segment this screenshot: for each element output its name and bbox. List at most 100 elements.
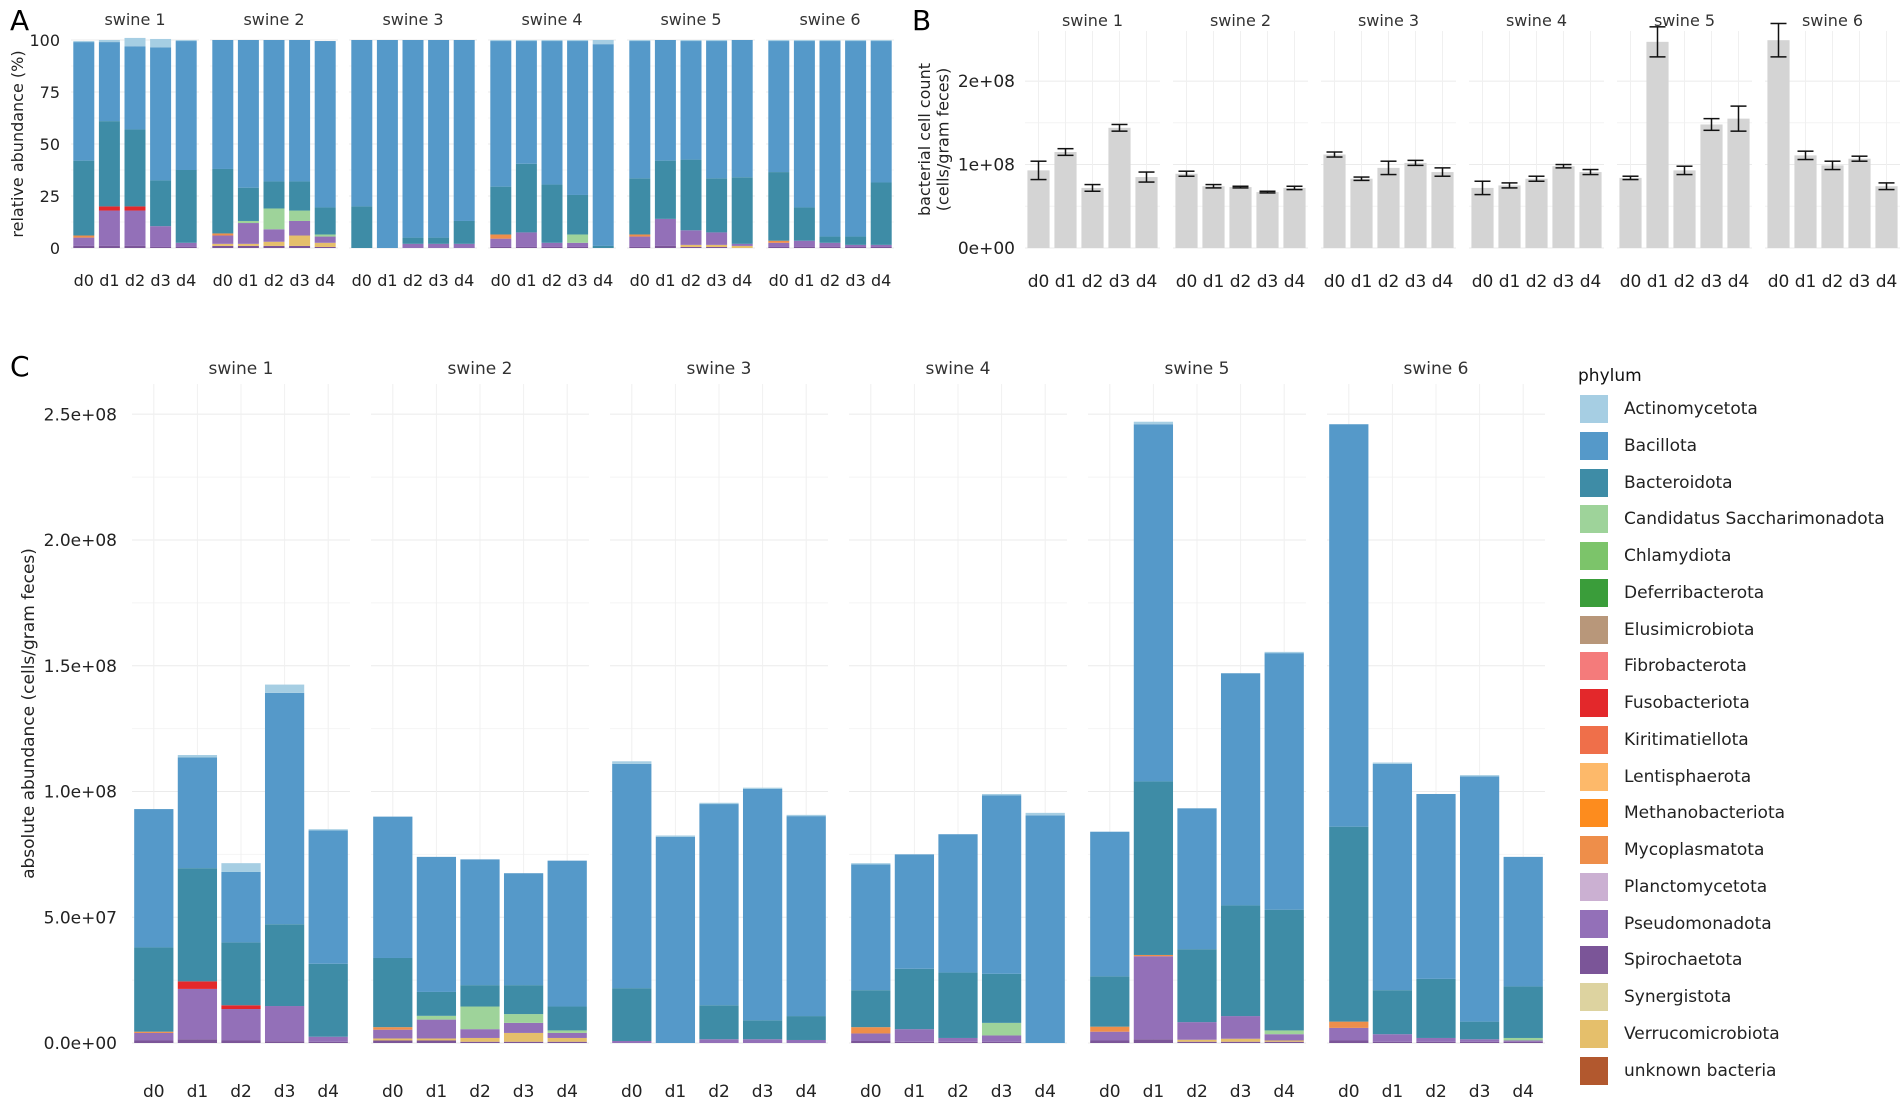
bar-segment — [541, 41, 563, 185]
facet-label: swine 6 — [1802, 11, 1863, 30]
facet-label: swine 4 — [1506, 11, 1567, 30]
x-tick-label: d1 — [1055, 272, 1077, 292]
bar-segment — [1025, 812, 1065, 816]
bar-segment — [894, 1041, 935, 1043]
bar-segment — [845, 40, 867, 42]
bar-segment — [1329, 1040, 1369, 1043]
x-tick-label: d0 — [1176, 272, 1198, 292]
bar — [1108, 127, 1131, 248]
bar-segment — [706, 40, 728, 42]
x-tick-label: d4 — [556, 1082, 578, 1102]
bar-segment — [629, 178, 651, 235]
bar-segment — [373, 1040, 413, 1043]
x-tick-label: d1 — [377, 271, 397, 290]
legend-label: Deferribacterota — [1624, 582, 1765, 603]
bar-segment — [706, 178, 728, 233]
bar-segment — [134, 1040, 174, 1043]
bar-segment — [699, 1005, 739, 1040]
bar-segment — [314, 246, 336, 248]
bar-segment — [1177, 1022, 1217, 1040]
x-tick-label: d1 — [655, 271, 675, 290]
bar-segment — [938, 1041, 978, 1043]
x-tick-label: d1 — [187, 1082, 209, 1102]
x-tick-label: d0 — [1338, 1082, 1360, 1102]
x-tick-label: d3 — [567, 271, 587, 290]
bar-segment — [314, 234, 336, 237]
bar — [1283, 187, 1306, 248]
panel-label-a: A — [10, 4, 29, 37]
bar-segment — [221, 1005, 261, 1010]
x-tick-label: d2 — [681, 271, 701, 290]
bar-segment — [1416, 793, 1456, 979]
bar-segment — [1372, 763, 1413, 991]
bar-segment — [1090, 1031, 1130, 1041]
bar-segment — [547, 1041, 587, 1043]
bar-segment — [819, 236, 841, 243]
y-tick-label: 50 — [40, 135, 60, 154]
bar-segment — [175, 40, 197, 42]
bar-segment — [1220, 673, 1261, 906]
x-tick-label: d3 — [1469, 1082, 1491, 1102]
bar-segment — [612, 1040, 652, 1043]
legend-swatch — [1578, 540, 1610, 572]
bar-segment — [134, 947, 174, 1032]
x-tick-label: d2 — [820, 271, 840, 290]
legend-item: Candidatus Saccharimonadota — [1578, 503, 1885, 536]
legend-swatch — [1578, 503, 1610, 536]
y-tick-label: 0e+00 — [958, 239, 1015, 259]
bar-segment — [731, 40, 753, 178]
bar-segment — [1372, 762, 1413, 764]
legend-item: Chlamydiota — [1578, 540, 1731, 572]
bar-segment — [1220, 905, 1261, 1017]
bar-segment — [490, 246, 512, 248]
y-tick-label: 1.5e+08 — [44, 657, 117, 677]
bar-segment — [98, 40, 120, 43]
bar-segment — [1264, 909, 1304, 1031]
bar-segment — [124, 37, 146, 47]
bar-segment — [706, 244, 728, 247]
y-tick-label: 0 — [50, 239, 60, 258]
y-tick-label: 1e+08 — [958, 156, 1015, 176]
x-tick-label: d4 — [1136, 272, 1158, 292]
bar-segment — [541, 242, 563, 247]
bar-segment — [819, 242, 841, 247]
bar — [1579, 172, 1602, 248]
bar-segment — [981, 1022, 1022, 1036]
bar-segment — [894, 854, 935, 969]
bar-segment — [124, 46, 146, 130]
bar-segment — [1503, 856, 1543, 987]
bar-segment — [981, 973, 1022, 1023]
bar-segment — [1133, 956, 1174, 1040]
bar — [1767, 40, 1790, 248]
legend-swatch — [1578, 944, 1610, 977]
bar-segment — [851, 1033, 891, 1041]
x-tick-label: d2 — [469, 1082, 491, 1102]
bar-segment — [851, 1040, 891, 1043]
bar-segment — [731, 245, 753, 248]
x-tick-label: d1 — [1143, 1082, 1165, 1102]
x-tick-label: d0 — [1620, 272, 1642, 292]
bar-segment — [768, 40, 790, 42]
bar-segment — [541, 184, 563, 243]
bar-segment — [845, 41, 867, 237]
bar-segment — [212, 40, 234, 169]
bar-segment — [503, 1032, 544, 1042]
legend-title: phylum — [1578, 366, 1642, 386]
bar-segment — [134, 1031, 174, 1033]
bar-segment — [547, 1037, 587, 1042]
legend-swatch — [1578, 650, 1610, 683]
legend-label: Lentisphaerota — [1624, 766, 1752, 787]
legend-swatch — [1578, 1054, 1610, 1087]
bar-segment — [742, 788, 783, 1021]
bar-segment — [612, 761, 652, 764]
bar-segment — [308, 1041, 348, 1043]
bar-segment — [1264, 1030, 1304, 1035]
bar-segment — [768, 240, 790, 243]
bar-segment — [1459, 1041, 1500, 1043]
x-tick-label: d4 — [1728, 272, 1750, 292]
legend-item: Deferribacterota — [1578, 576, 1765, 609]
bar-segment — [742, 1039, 783, 1043]
bar — [1794, 155, 1817, 248]
bar-segment — [351, 40, 373, 207]
bar-segment — [515, 40, 537, 42]
